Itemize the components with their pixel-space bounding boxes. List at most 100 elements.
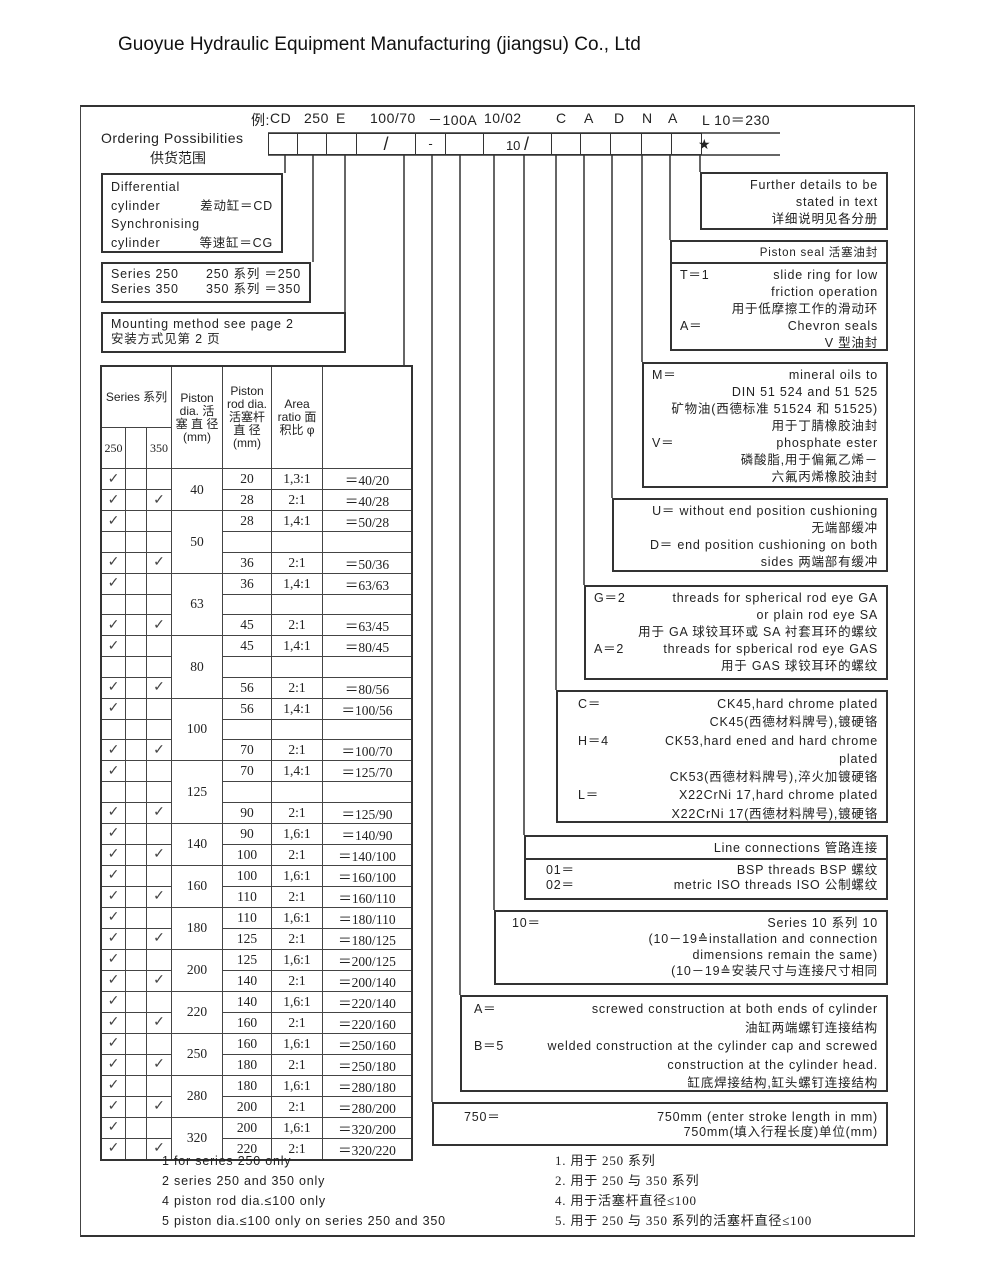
area-ratio: 1,4:1 [271, 572, 323, 595]
text: stated in text [795, 195, 878, 209]
text: welded construction at the cylinder cap … [547, 1039, 878, 1053]
area-ratio: 1,6:1 [271, 1116, 323, 1139]
area-ratio [271, 531, 323, 553]
text: Series 350 [111, 282, 179, 296]
table-row: ✓ 220 140 1,6:1 ＝220/140 [100, 990, 413, 1034]
check-350 [146, 1074, 172, 1097]
note: 2. 用于 250 与 350 系列 [555, 1173, 700, 1188]
code-box-cushion[interactable] [610, 133, 642, 155]
text: 六氟丙烯橡胶油封 [771, 470, 878, 484]
text: 用于低摩擦工作的滑动环 [731, 302, 878, 316]
designation: ＝180/110 [322, 906, 413, 929]
check-350 [146, 822, 172, 845]
table-row: ✓ ✓ 160 2:1 ＝220/160 [100, 1011, 413, 1034]
example-code: C [556, 110, 567, 126]
code-box-type[interactable] [268, 133, 298, 155]
code-box-fluid[interactable] [641, 133, 672, 155]
check-250: ✓ [100, 1095, 126, 1118]
table-row: ✓ ✓ 90 2:1 ＝125/90 [100, 801, 413, 824]
check-gap [125, 1095, 147, 1118]
text: dimensions remain the same) [692, 948, 878, 962]
example-code: N [642, 110, 653, 126]
example-prefix: 例: [251, 112, 270, 128]
text: T＝1 [680, 268, 710, 282]
table-row: ✓ ✓ 110 2:1 ＝160/110 [100, 885, 413, 908]
check-gap [125, 927, 147, 950]
cushion-box: U＝ without end position cushioning 无端部缓冲… [612, 498, 888, 572]
rod-dia: 56 [222, 676, 272, 699]
code-box-stroke[interactable]: - [415, 133, 446, 155]
fluid-box: M＝ mineral oils to DIN 51 524 and 51 525 … [642, 362, 888, 488]
designation: ＝200/140 [322, 969, 413, 992]
company-title: Guoyue Hydraulic Equipment Manufacturing… [118, 34, 641, 55]
piston-dia: 40 [171, 468, 223, 511]
designation: ＝125/70 [322, 760, 413, 782]
area-ratio: 2:1 [271, 927, 323, 950]
piston-dia: 80 [171, 635, 223, 699]
text: M＝ [652, 368, 677, 382]
example-code: －100A [428, 112, 478, 128]
text: BSP threads BSP 螺纹 [736, 863, 878, 877]
code-box-construction[interactable] [445, 133, 484, 155]
piston-dia: 280 [171, 1074, 223, 1118]
example-code: CD [270, 110, 292, 126]
code-box-mounting[interactable] [326, 133, 357, 155]
code-box-rod-end[interactable] [580, 133, 611, 155]
note: 2 series 250 and 350 only [162, 1174, 326, 1188]
code-box-series[interactable] [297, 133, 327, 155]
check-350 [146, 864, 172, 887]
check-gap [125, 718, 147, 740]
piston-dia: 180 [171, 906, 223, 950]
designation: ＝50/36 [322, 551, 413, 574]
piston-seal-header: Piston seal 活塞油封 [670, 240, 888, 264]
area-ratio: 1,4:1 [271, 510, 323, 532]
text: C＝ [578, 697, 602, 711]
note: 4 piston rod dia.≤100 only [162, 1194, 326, 1208]
check-gap [125, 906, 147, 929]
designation: ＝100/70 [322, 739, 413, 761]
check-250: ✓ [100, 551, 126, 574]
table-row: ✓ ✓ 45 2:1 ＝63/45 [100, 614, 413, 636]
text: Differential [111, 180, 181, 194]
code-box-rod-material[interactable] [551, 133, 581, 155]
check-350 [146, 510, 172, 532]
rod-dia: 56 [222, 697, 272, 720]
rod-dia: 70 [222, 760, 272, 782]
table-row [100, 781, 413, 803]
example-code: 100/70 [370, 110, 416, 126]
text: threads for spberical rod eye GAS [663, 642, 878, 656]
area-ratio: 1,6:1 [271, 990, 323, 1013]
rod-dia [222, 531, 272, 553]
check-250 [100, 718, 126, 740]
note: 4. 用于活塞杆直径≤100 [555, 1193, 697, 1208]
area-ratio [271, 593, 323, 615]
piston-seal-box: T＝1 slide ring for low friction operation… [670, 262, 888, 351]
check-gap [125, 948, 147, 971]
text: cylinder [111, 235, 161, 250]
code-box-seal[interactable] [671, 133, 702, 155]
star-icon: ★ [698, 136, 711, 152]
header-350: 350 [146, 427, 172, 469]
text: construction at the cylinder head. [667, 1057, 878, 1072]
check-gap [125, 760, 147, 782]
text: Synchronising [111, 217, 200, 231]
code-box-series-10[interactable]: 10 / [483, 133, 552, 155]
check-gap [125, 1032, 147, 1055]
text: (10－19≙installation and connection [648, 932, 878, 946]
check-gap [125, 531, 147, 553]
designation: ＝220/140 [322, 990, 413, 1013]
code-box-piston-rod[interactable]: / [356, 133, 416, 155]
check-gap [125, 676, 147, 699]
text: G＝2 [594, 591, 626, 605]
table-row: ✓ ✓ 70 2:1 ＝100/70 [100, 739, 413, 761]
piston-dia: 125 [171, 760, 223, 824]
check-350 [146, 948, 172, 971]
text: or plain rod eye SA [756, 608, 878, 622]
dash: - [428, 136, 433, 151]
slash: / [383, 134, 389, 154]
example-code: 250 [304, 110, 329, 126]
check-350: ✓ [146, 1011, 172, 1034]
rod-dia: 160 [222, 1032, 272, 1055]
check-350 [146, 1116, 172, 1139]
